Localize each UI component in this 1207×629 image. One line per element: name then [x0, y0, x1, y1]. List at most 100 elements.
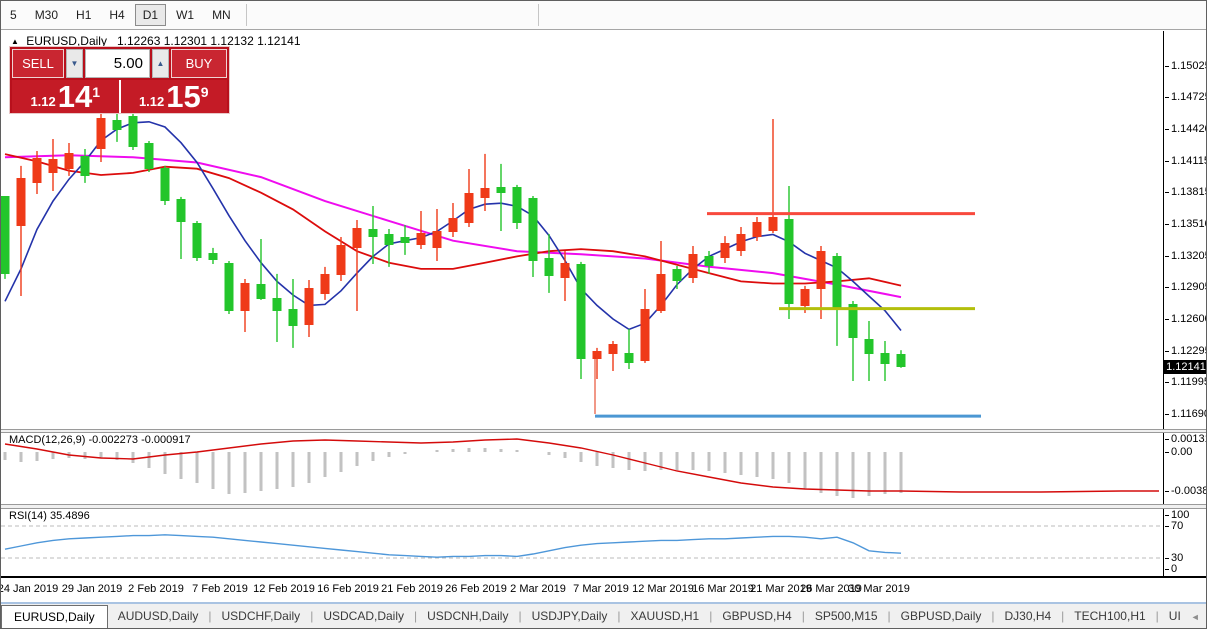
tab-separator: |: [1155, 609, 1159, 623]
sell-price-display[interactable]: 1.12 14 1: [12, 80, 119, 113]
date-label: 16 Mar 2019: [692, 583, 754, 595]
date-label: 24 Jan 2019: [0, 583, 59, 595]
timeframe-button-mn[interactable]: MN: [212, 8, 231, 22]
timeframe-button-h4[interactable]: H4: [109, 8, 125, 22]
macd-tick: 0.00: [1164, 446, 1193, 458]
tab-usdchf-daily[interactable]: USDCHF,Daily: [221, 609, 301, 623]
macd-axis: 0.0013130.00 -0.003862: [1164, 433, 1206, 504]
sell-price-prefix: 1.12: [30, 94, 56, 109]
main-chart-canvas[interactable]: ▲ EURUSD,Daily 1.12263 1.12301 1.12132 1…: [1, 31, 1164, 429]
volume-field-wrap: [85, 49, 150, 78]
rsi-axis: 100 70 30 0: [1164, 509, 1206, 576]
panel-separator-macd[interactable]: [1, 429, 1206, 433]
date-label: 12 Feb 2019: [253, 583, 315, 595]
buy-price-prefix: 1.12: [138, 94, 165, 109]
volume-input[interactable]: [86, 50, 149, 77]
sell-button[interactable]: SELL: [12, 49, 64, 78]
symbol-tabbar: EURUSD,Daily AUDUSD,Daily | USDCHF,Daily | U…: [1, 602, 1206, 628]
price-tick: 1.12600: [1165, 313, 1206, 325]
price-tick: 1.15025: [1165, 60, 1206, 72]
tab-scroll-left-icon[interactable]: ◄: [1190, 611, 1200, 622]
macd-tick: 0.001313: [1165, 433, 1206, 445]
tab-usdjpy-daily[interactable]: USDJPY,Daily: [531, 609, 608, 623]
date-label: 2 Mar 2019: [510, 583, 566, 595]
buy-button[interactable]: BUY: [171, 49, 227, 78]
price-axis[interactable]: 1.15025 1.14725 1.14420 1.14115 1.13815 1.135…: [1164, 31, 1206, 429]
panel-separator-rsi[interactable]: [1, 504, 1206, 509]
rsi-panel[interactable]: RSI(14) 35.4896: [1, 509, 1164, 576]
chart-symbol-label: EURUSD,Daily: [26, 34, 107, 48]
date-label: 26 Feb 2019: [445, 583, 507, 595]
date-label: 30 Mar 2019: [848, 583, 910, 595]
date-label: 16 Feb 2019: [317, 583, 379, 595]
date-label: 7 Mar 2019: [573, 583, 629, 595]
tab-usdcad-daily[interactable]: USDCAD,Daily: [323, 609, 404, 623]
rsi-tick: 70: [1164, 520, 1184, 532]
timeframe-button-5[interactable]: 5: [10, 8, 17, 22]
date-axis[interactable]: 24 Jan 2019 29 Jan 2019 2 Feb 2019 7 Feb 20…: [0, 578, 1206, 602]
tab-ui[interactable]: UI: [1168, 609, 1181, 623]
chart-bottom-border: [1, 576, 1206, 578]
price-tick: 1.13510: [1165, 218, 1206, 230]
tab-eurusd-daily[interactable]: EURUSD,Daily: [1, 605, 108, 628]
tab-audusd-daily[interactable]: AUDUSD,Daily: [117, 609, 199, 623]
tab-separator: |: [617, 609, 621, 623]
timeframe-button-m30[interactable]: M30: [34, 8, 59, 22]
collapse-icon[interactable]: ▲: [11, 37, 19, 46]
timeframe-button-d1[interactable]: D1: [134, 4, 167, 26]
tab-separator: |: [887, 609, 891, 623]
tab-sp500-m15[interactable]: SP500,M15: [814, 609, 878, 623]
price-tick: 1.14725: [1165, 91, 1206, 103]
toolbar-separator-2: [538, 4, 539, 26]
date-label: 21 Feb 2019: [381, 583, 443, 595]
tab-xauusd-h1[interactable]: XAUUSD,H1: [630, 609, 700, 623]
price-tick: 1.14115: [1165, 155, 1206, 167]
timeframe-button-h1[interactable]: H1: [76, 8, 92, 22]
rsi-tick: 100: [1164, 509, 1190, 521]
date-label: 21 Mar 2019: [750, 583, 812, 595]
tab-separator: |: [709, 609, 713, 623]
volume-increase-button[interactable]: ▲: [152, 49, 169, 78]
rsi-tick: 30: [1164, 552, 1184, 564]
tab-separator: |: [991, 609, 995, 623]
tab-separator: |: [310, 609, 314, 623]
timeframe-toolbar: 5 M30 H1 H4 D1 W1 MN: [1, 1, 1206, 30]
date-label: 2 Feb 2019: [128, 583, 184, 595]
price-tick: 1.13815: [1165, 186, 1206, 198]
rsi-tick: 0: [1164, 563, 1178, 575]
timeframe-button-w1[interactable]: W1: [176, 8, 195, 22]
price-tick: 1.11690: [1165, 408, 1206, 420]
tab-tech100-h1[interactable]: TECH100,H1: [1074, 609, 1146, 623]
tab-separator: |: [208, 609, 212, 623]
buy-price-big: 15: [166, 79, 201, 114]
chart-title: ▲ EURUSD,Daily 1.12263 1.12301 1.12132 1…: [11, 34, 301, 48]
date-label: 7 Feb 2019: [192, 583, 248, 595]
price-tick: 1.12905: [1165, 281, 1206, 293]
macd-panel[interactable]: MACD(12,26,9) -0.002273 -0.000917: [1, 433, 1164, 504]
tab-separator: |: [414, 609, 418, 623]
date-label: 12 Mar 2019: [632, 583, 694, 595]
tab-usdcnh-daily[interactable]: USDCNH,Daily: [427, 609, 509, 623]
price-tick: 1.14420: [1165, 123, 1206, 135]
chart-ohlc-values: 1.12263 1.12301 1.12132 1.12141: [116, 34, 301, 48]
volume-decrease-button[interactable]: ▼: [66, 49, 83, 78]
one-click-trade-panel: SELL ▼ ▲ BUY 1.12 14 1 1.12 15 9: [9, 46, 230, 114]
price-tick: 1.12295: [1165, 345, 1206, 357]
price-tick: 1.13205: [1165, 250, 1206, 262]
current-price-tag: 1.12141: [1164, 360, 1206, 374]
price-divider: [118, 80, 121, 113]
buy-price-display[interactable]: 1.12 15 9: [120, 79, 227, 114]
tab-separator: |: [518, 609, 522, 623]
tab-gbpusd-h4[interactable]: GBPUSD,H4: [722, 609, 792, 623]
date-label: 26 Mar 2019: [800, 583, 862, 595]
tab-dj30-h4[interactable]: DJ30,H4: [1004, 609, 1052, 623]
tab-separator: |: [801, 609, 805, 623]
tab-scroll-arrows: ◄ ►: [1190, 604, 1206, 628]
toolbar-separator: [245, 4, 247, 26]
sell-price-pip: 1: [92, 84, 101, 100]
tab-gbpusd-daily[interactable]: GBPUSD,Daily: [900, 609, 982, 623]
macd-label: MACD(12,26,9) -0.002273 -0.000917: [9, 434, 191, 446]
sell-price-big: 14: [57, 79, 93, 114]
macd-tick: -0.003862: [1165, 485, 1206, 497]
